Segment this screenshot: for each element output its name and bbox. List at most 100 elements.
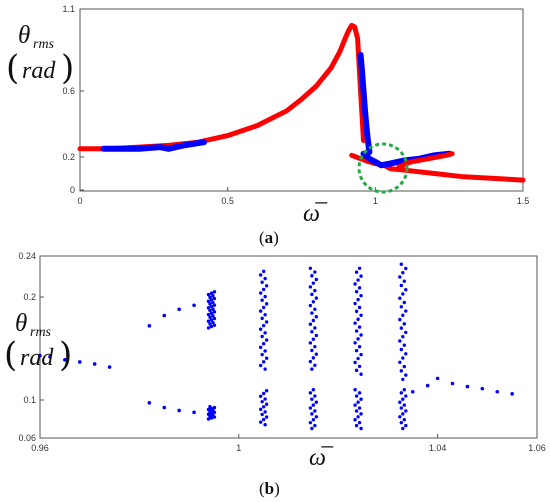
panel-b-band-point [263,367,267,371]
panel-b-band-point [308,266,313,270]
panel-b-band-point [311,281,316,285]
panel-b-band-point [258,345,263,350]
panel-a-ylabel-open-paren: ( [6,48,19,88]
panel-b-band-point [261,360,266,364]
panel-b-plot [38,262,514,431]
panel-b-point [410,389,415,394]
panel-b-band-point [354,409,359,413]
panel-b-band-point [206,299,211,303]
panel-a-ylabel-unit: rad [22,58,56,84]
panel-b-xtick-label: 0.96 [31,443,49,453]
panel-b-point [192,410,196,415]
panel-a-caption: (a) [259,228,279,247]
panel-a-xtick-label: 0.5 [221,196,234,206]
panel-b-band-point [212,405,217,410]
panel-b-band-point [356,400,360,404]
panel-b-band-point [260,316,264,321]
panel-b-band-point [353,360,357,365]
panel-b-band-point [404,330,408,335]
panel-b-point [147,401,152,405]
panel-b-band-point [206,326,211,330]
panel-b-band-point [313,363,317,368]
panel-a-caption-close: ) [273,228,279,247]
panel-b-band-point [404,266,408,271]
panel-b-band-point [208,302,212,306]
panel-b-band-point [208,308,212,313]
panel-b-band-point [353,418,357,422]
panel-b-band-point [398,317,402,322]
panel-b-band-point [354,329,359,333]
panel-b-band-point [260,298,264,302]
panel-b-point [465,384,470,389]
panel-b-band-point [263,410,267,414]
panel-b-band-point [212,296,217,301]
panel-b-band-point [398,400,402,404]
panel-b-band-point [260,280,264,284]
panel-b-band-point [308,406,313,410]
panel-b-band-point [208,295,212,299]
panel-b-band-point [308,303,313,308]
panel-b-band-point [258,363,263,368]
panel-b-xtick-label: 1 [236,443,241,453]
panel-b-band-point [399,369,404,373]
panel-b-band-point [399,347,404,352]
panel-b-band-point [261,323,266,328]
panel-b-band-point [313,326,317,330]
panel-b-band-point [308,285,313,289]
panel-b-band-point [260,352,264,357]
panel-b-band-point [264,302,269,306]
panel-b-point [480,386,485,391]
panel-b-band-point [206,312,211,317]
panel-b-band-point [206,319,211,323]
panel-b-point [107,365,112,369]
panel-b-band-point [258,394,263,398]
panel-b-band-point [404,409,408,413]
panel-a-xtick-label: 1.5 [517,196,530,206]
panel-b-band-point [401,292,405,296]
panel-b-band-point [263,276,267,281]
panel-b-band-point [356,356,360,361]
panel-b-band-point [310,397,314,401]
panel-b-band-point [212,310,217,314]
panel-b-band-point [357,325,362,329]
panel-b-band-point [353,341,357,345]
panel-b-band-point [212,290,217,294]
panel-b-ylabel-open-paren: ( [4,335,17,375]
panel-b-band-point [264,338,269,342]
panel-b-band-point [399,305,404,309]
panel-b-band-point [264,284,269,288]
panel-b-band-point [264,389,269,393]
panel-b-point [38,353,42,358]
panel-b-band-point [308,322,313,326]
panel-b-point [77,360,82,364]
panel-b-band-point [258,291,263,295]
panel-b-band-point [357,391,362,395]
panel-a-ytick-label: 1.1 [62,4,75,14]
panel-b-band-point [402,388,407,392]
panel-b-band-point [311,300,316,304]
panel-b-point [92,362,97,366]
panel-b-caption: (b) [259,479,280,498]
panel-b-band-point [310,330,314,334]
panel-b-band-point [260,399,264,404]
panel-b-band-point [208,404,212,409]
panel-b-caption-open: ( [259,479,265,498]
panel-b-point [63,358,67,362]
panel-b-band-point [313,307,317,311]
panel-a-series-line [357,51,373,156]
panel-b-ticks: 0.96 1 1.04 1.06 0.06 0.1 0.2 0.24 [18,251,545,453]
panel-b-band-point [310,348,314,353]
panel-b-band-point [398,275,402,279]
panel-b-band-point [359,372,363,376]
panel-b-point [435,376,440,381]
panel-b-ylabel-unit: rad [20,345,54,371]
panel-b-band-point [402,418,407,422]
panel-a-series-line [77,22,366,152]
panel-b-band-point [263,294,267,299]
panel-b-band-point [401,271,405,275]
panel-b-band-point [398,296,402,300]
panel-b-band-point [356,317,360,321]
panel-b-band-point [357,345,362,349]
panel-b-point [192,303,196,308]
panel-b-band-point [258,327,263,331]
